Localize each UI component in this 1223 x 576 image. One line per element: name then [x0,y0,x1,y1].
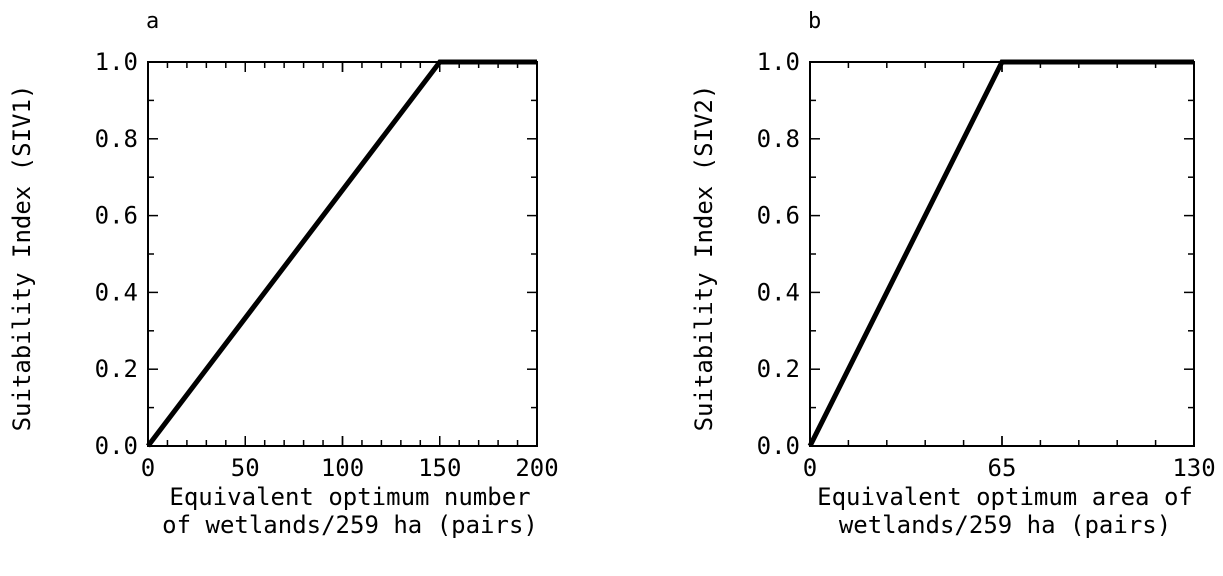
series-line [146,59,537,448]
x-tick-label: 0 [141,454,155,482]
x-tick-label: 200 [515,454,558,482]
y-tick-label: 0.0 [95,432,138,460]
x-axis-title: Equivalent optimum number [169,483,530,511]
y-tick-label: 0.8 [95,125,138,153]
panel-label: a [146,9,159,34]
x-axis-title: Equivalent optimum area of [817,483,1193,511]
y-axis-title: Suitability Index (SIV2) [690,85,718,432]
y-tick-label: 0.4 [95,278,138,306]
y-tick-label: 0.2 [757,355,800,383]
x-axis-title: of wetlands/259 ha (pairs) [162,511,538,539]
y-tick-label: 0.6 [757,202,800,230]
plot-frame [147,61,538,447]
y-tick-label: 0.0 [757,432,800,460]
x-tick-label: 0 [803,454,817,482]
chart-panel-a: a 0.0 0.2 0.4 0.6 0.8 1.0 0 50 100 150 200Equivalen… [8,9,559,539]
y-tick-label: 1.0 [95,48,138,76]
plot-frame [809,61,1195,447]
x-axis-title: wetlands/259 ha (pairs) [839,511,1171,539]
y-tick-label: 0.6 [95,202,138,230]
y-axis-title: Suitability Index (SIV1) [8,85,36,432]
y-tick-label: 0.4 [757,278,800,306]
y-tick-label: 1.0 [757,48,800,76]
series-line [807,59,1194,448]
x-tick-label: 130 [1172,454,1215,482]
y-tick-label: 0.8 [757,125,800,153]
x-tick-label: 100 [321,454,364,482]
x-tick-label: 50 [231,454,260,482]
x-tick-label: 150 [418,454,461,482]
x-tick-label: 65 [988,454,1017,482]
panel-label: b [808,9,821,34]
y-tick-label: 0.2 [95,355,138,383]
